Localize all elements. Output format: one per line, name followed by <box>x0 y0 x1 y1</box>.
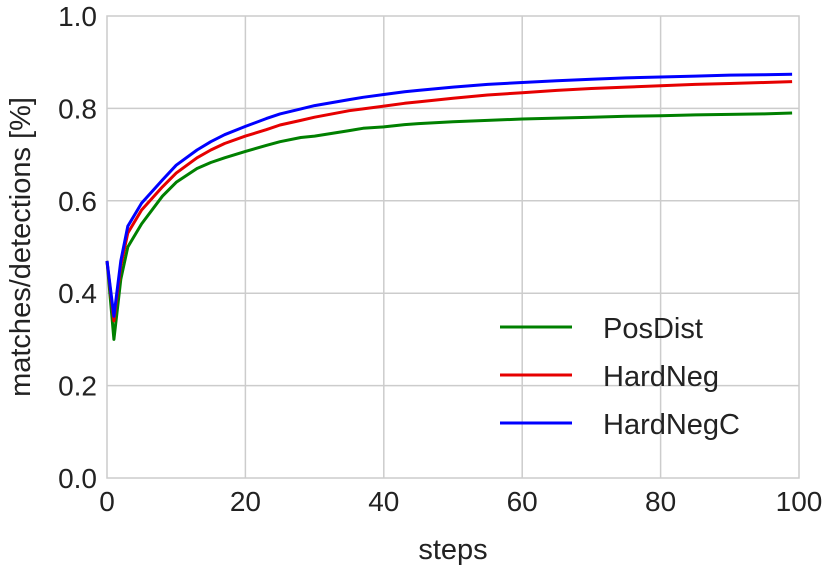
x-tick-labels: 0 20 40 60 80 100 <box>99 486 822 517</box>
y-tick-label: 0.8 <box>58 93 97 124</box>
x-tick-label: 80 <box>645 486 676 517</box>
series-line-hardneg <box>105 80 793 323</box>
y-tick-label: 1.0 <box>58 1 97 32</box>
y-axis-label: matches/detections [%] <box>5 97 37 397</box>
y-tick-labels: 0.0 0.2 0.4 0.6 0.8 1.0 <box>58 1 97 494</box>
legend: PosDist HardNeg HardNegC <box>500 313 740 441</box>
x-tick-label: 20 <box>230 486 261 517</box>
series-layer <box>105 72 793 341</box>
y-tick-label: 0.2 <box>58 371 97 402</box>
legend-label-hardneg: HardNeg <box>603 361 719 393</box>
x-tick-label: 0 <box>99 486 115 517</box>
plot-area <box>106 15 800 479</box>
y-tick-label: 0.6 <box>58 186 97 217</box>
series-line-posdist <box>105 111 793 341</box>
x-axis-label: steps <box>418 534 487 566</box>
x-tick-label: 100 <box>776 486 823 517</box>
y-tick-label: 0.4 <box>58 278 97 309</box>
series-line-hardnegc <box>105 72 793 318</box>
y-tick-label: 0.0 <box>58 463 97 494</box>
legend-label-posdist: PosDist <box>603 313 703 345</box>
x-tick-label: 60 <box>507 486 538 517</box>
legend-label-hardnegc: HardNegC <box>603 409 740 441</box>
x-tick-label: 40 <box>368 486 399 517</box>
